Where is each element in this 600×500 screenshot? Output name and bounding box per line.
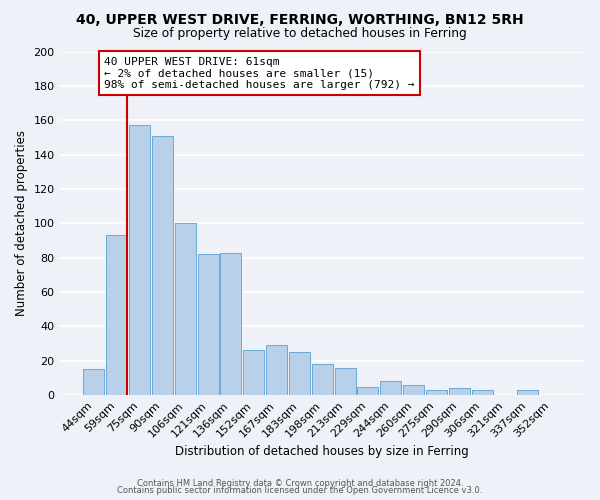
Bar: [358, 386, 379, 395]
Bar: [266, 346, 287, 395]
Text: 40, UPPER WEST DRIVE, FERRING, WORTHING, BN12 5RH: 40, UPPER WEST DRIVE, FERRING, WORTHING,…: [76, 12, 524, 26]
Text: Size of property relative to detached houses in Ferring: Size of property relative to detached ho…: [133, 28, 467, 40]
Bar: [517, 390, 538, 395]
Bar: [83, 370, 104, 395]
Bar: [426, 390, 447, 395]
Bar: [243, 350, 264, 395]
Bar: [197, 254, 218, 395]
Y-axis label: Number of detached properties: Number of detached properties: [15, 130, 28, 316]
Bar: [106, 236, 127, 395]
Bar: [129, 126, 150, 395]
Text: 40 UPPER WEST DRIVE: 61sqm
← 2% of detached houses are smaller (15)
98% of semi-: 40 UPPER WEST DRIVE: 61sqm ← 2% of detac…: [104, 56, 415, 90]
Bar: [220, 252, 241, 395]
Bar: [175, 224, 196, 395]
Bar: [335, 368, 356, 395]
Bar: [403, 385, 424, 395]
Bar: [312, 364, 333, 395]
Text: Contains public sector information licensed under the Open Government Licence v3: Contains public sector information licen…: [118, 486, 482, 495]
Bar: [380, 382, 401, 395]
Bar: [152, 136, 173, 395]
X-axis label: Distribution of detached houses by size in Ferring: Distribution of detached houses by size …: [175, 444, 469, 458]
Text: Contains HM Land Registry data © Crown copyright and database right 2024.: Contains HM Land Registry data © Crown c…: [137, 478, 463, 488]
Bar: [289, 352, 310, 395]
Bar: [472, 390, 493, 395]
Bar: [449, 388, 470, 395]
